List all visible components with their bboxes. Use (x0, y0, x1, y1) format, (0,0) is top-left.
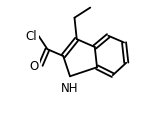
Text: O: O (29, 59, 38, 72)
Text: NH: NH (61, 81, 79, 94)
Text: Cl: Cl (26, 30, 37, 43)
